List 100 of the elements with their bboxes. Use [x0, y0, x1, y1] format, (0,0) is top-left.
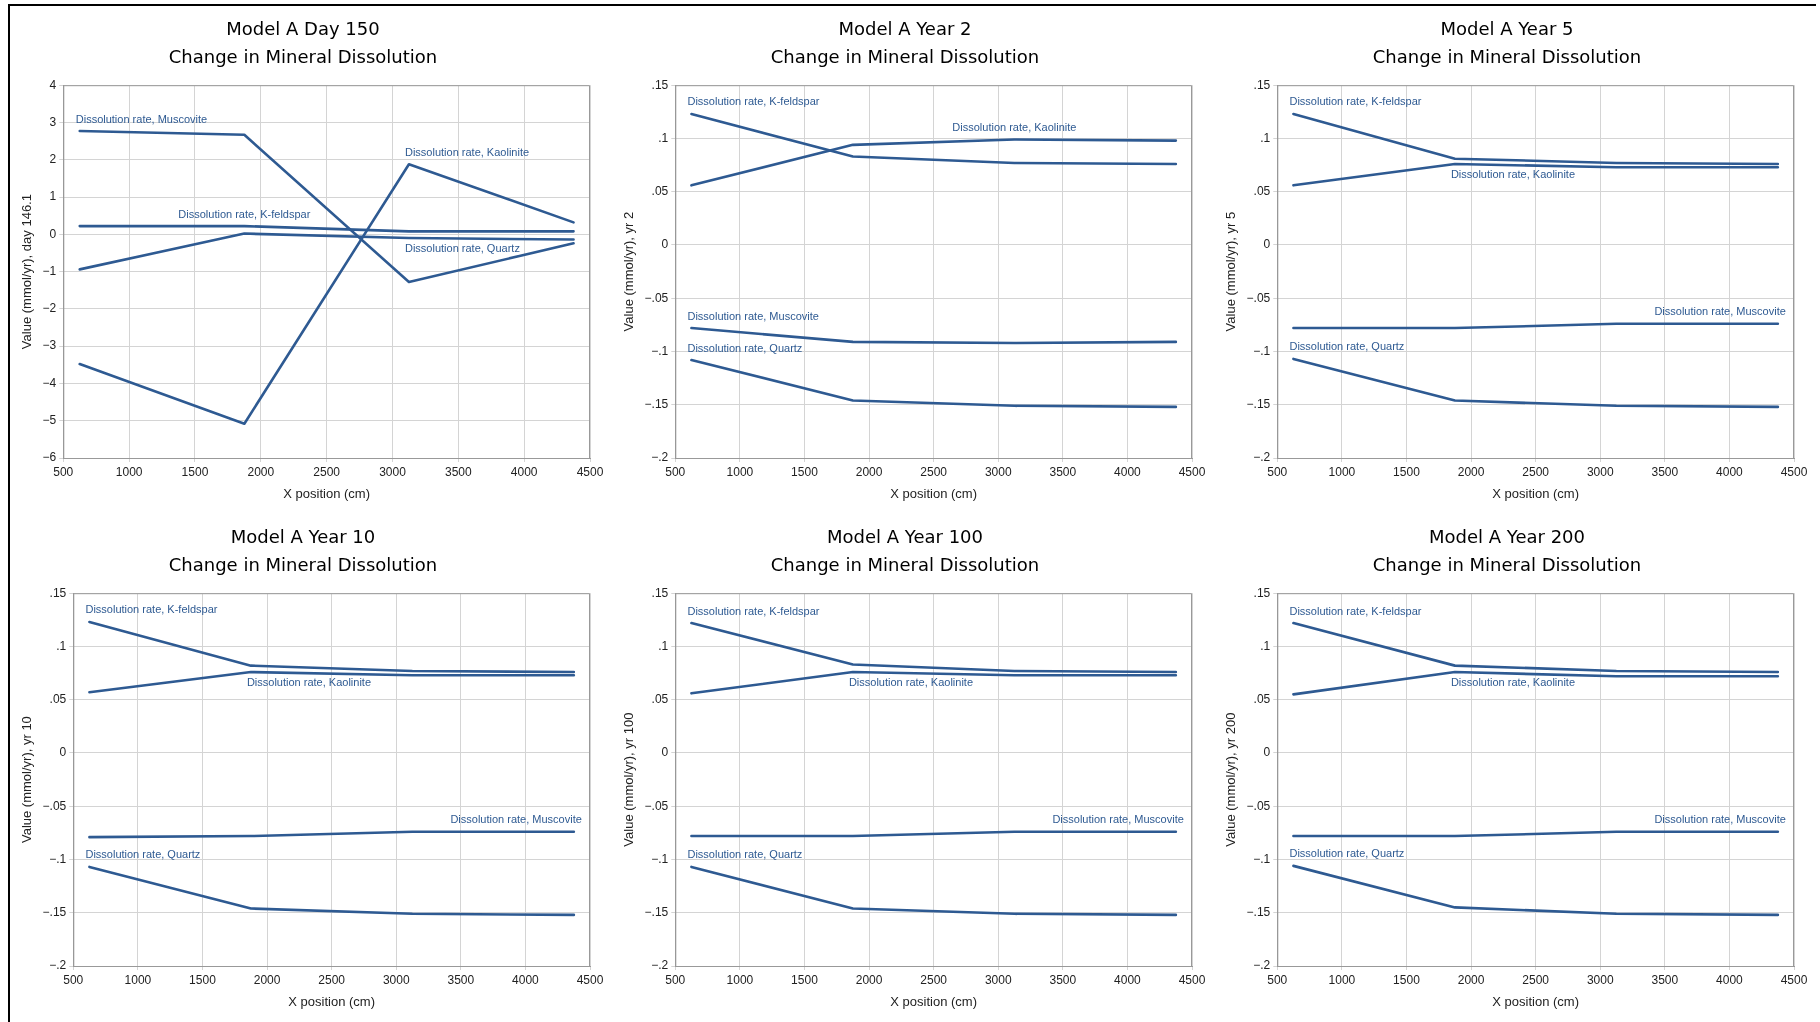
x-tick-label: 4000: [510, 464, 538, 479]
y-tick-label: −.05: [644, 798, 669, 813]
x-axis-title: X position (cm): [1492, 485, 1579, 501]
x-tick-label: 4000: [1114, 464, 1142, 479]
chart-title: Model A Year 2: [838, 18, 972, 40]
y-axis-title: Value (mmol/yr), yr 200: [1223, 712, 1239, 847]
x-tick-label: 2000: [247, 464, 275, 479]
x-tick-label: 1500: [189, 972, 217, 987]
y-tick-label: −.15: [1246, 397, 1271, 412]
y-tick-label: .1: [658, 130, 669, 145]
chart-title: Model A Year 5: [1440, 18, 1574, 40]
series-label: Dissolution rate, K-feldspar: [1289, 604, 1422, 617]
y-tick-label: 2: [49, 152, 57, 167]
x-tick-label: 1000: [1328, 972, 1356, 987]
y-tick-label: −.2: [651, 958, 669, 973]
y-tick-label: −.05: [1246, 290, 1271, 305]
chart-title: Model A Year 10: [230, 526, 376, 548]
x-tick-label: 4000: [512, 972, 540, 987]
series-label: Dissolution rate, Kaolinite: [246, 675, 372, 688]
x-tick-label: 1000: [1328, 464, 1356, 479]
series-label: Dissolution rate, K-feldspar: [85, 603, 218, 616]
chart-subtitle: Change in Mineral Dissolution: [1372, 554, 1642, 576]
x-axis-title: X position (cm): [1492, 993, 1579, 1009]
y-tick-label: 0: [1263, 745, 1271, 760]
x-tick-label: 2500: [1522, 464, 1550, 479]
series-label: Dissolution rate, K-feldspar: [178, 207, 311, 220]
chart-title: Model A Year 200: [1429, 526, 1585, 548]
x-tick-label: 1000: [124, 972, 152, 987]
y-tick-label: .1: [1260, 638, 1271, 653]
x-tick-label: 1000: [726, 972, 754, 987]
y-tick-label: −.05: [1246, 798, 1271, 813]
x-tick-label: 4500: [1780, 972, 1808, 987]
series-label: Dissolution rate, Kaolinite: [848, 675, 974, 688]
series-label: Dissolution rate, Muscovite: [1654, 813, 1786, 826]
y-tick-label: −.1: [49, 851, 67, 866]
x-tick-label: 2000: [253, 972, 281, 987]
y-tick-label: .15: [1253, 585, 1271, 600]
series-label: Dissolution rate, Kaolinite: [952, 121, 1077, 134]
x-tick-label: 4500: [1780, 464, 1808, 479]
y-tick-label: −.15: [644, 397, 669, 412]
x-tick-label: 2500: [313, 464, 341, 479]
x-tick-label: 4000: [1716, 464, 1744, 479]
x-tick-label: 1500: [1393, 464, 1421, 479]
x-tick-label: 4000: [1114, 972, 1142, 987]
y-tick-label: 0: [1263, 237, 1271, 252]
series-label: Dissolution rate, Muscovite: [1654, 305, 1786, 318]
series-label: Dissolution rate, Muscovite: [450, 813, 582, 826]
y-tick-label: .1: [658, 638, 669, 653]
x-tick-label: 3500: [1651, 464, 1679, 479]
x-tick-label: 1500: [181, 464, 209, 479]
x-tick-label: 2500: [1522, 972, 1550, 987]
x-axis-title: X position (cm): [890, 485, 977, 501]
series-label: Dissolution rate, Muscovite: [1052, 813, 1184, 826]
y-tick-label: −.1: [1253, 343, 1271, 358]
y-tick-label: .05: [651, 184, 669, 199]
series-label: Dissolution rate, K-feldspar: [1289, 95, 1422, 108]
x-tick-label: 500: [665, 972, 686, 987]
y-tick-label: .05: [1253, 692, 1271, 707]
y-tick-label: 0: [49, 226, 57, 241]
x-tick-label: 3000: [379, 464, 407, 479]
y-axis-title: Value (mmol/yr), day 146.1: [19, 194, 35, 350]
y-tick-label: .15: [1253, 77, 1271, 92]
x-tick-label: 4500: [576, 464, 604, 479]
x-tick-label: 2500: [920, 972, 948, 987]
series-label: Dissolution rate, Kaolinite: [1450, 675, 1576, 688]
x-tick-label: 1000: [115, 464, 143, 479]
x-tick-label: 3000: [1586, 464, 1614, 479]
x-tick-label: 2500: [318, 972, 346, 987]
x-axis-title: X position (cm): [283, 485, 370, 501]
y-tick-label: .05: [49, 692, 67, 707]
x-tick-label: 3500: [1651, 972, 1679, 987]
y-tick-label: −5: [42, 413, 57, 428]
x-tick-label: 2500: [920, 464, 948, 479]
y-tick-label: −.15: [1246, 905, 1271, 920]
x-tick-label: 1500: [1393, 972, 1421, 987]
y-tick-label: 0: [661, 745, 669, 760]
y-tick-label: −2: [42, 301, 57, 316]
x-tick-label: 500: [53, 464, 74, 479]
chart-subtitle: Change in Mineral Dissolution: [770, 46, 1040, 68]
series-label: Dissolution rate, Quartz: [687, 341, 803, 354]
chart-title: Model A Day 150: [226, 18, 380, 40]
x-tick-label: 4500: [576, 972, 604, 987]
y-axis-title: Value (mmol/yr), yr 5: [1223, 211, 1239, 332]
y-tick-label: .15: [49, 585, 67, 600]
x-tick-label: 1500: [791, 464, 819, 479]
y-tick-label: −.1: [1253, 851, 1271, 866]
y-axis-title: Value (mmol/yr), yr 10: [19, 716, 35, 844]
series-label: Dissolution rate, Kaolinite: [404, 145, 530, 158]
x-tick-label: 2000: [855, 464, 883, 479]
x-tick-label: 500: [1267, 464, 1288, 479]
x-tick-label: 1000: [726, 464, 754, 479]
y-tick-label: .15: [651, 585, 669, 600]
y-tick-label: −4: [42, 375, 57, 390]
x-tick-label: 4000: [1716, 972, 1744, 987]
series-label: Dissolution rate, Quartz: [404, 241, 520, 254]
y-tick-label: .1: [56, 638, 67, 653]
y-tick-label: 3: [49, 114, 57, 129]
y-tick-label: −6: [42, 450, 57, 465]
x-tick-label: 2000: [1457, 972, 1485, 987]
y-tick-label: −.15: [644, 905, 669, 920]
